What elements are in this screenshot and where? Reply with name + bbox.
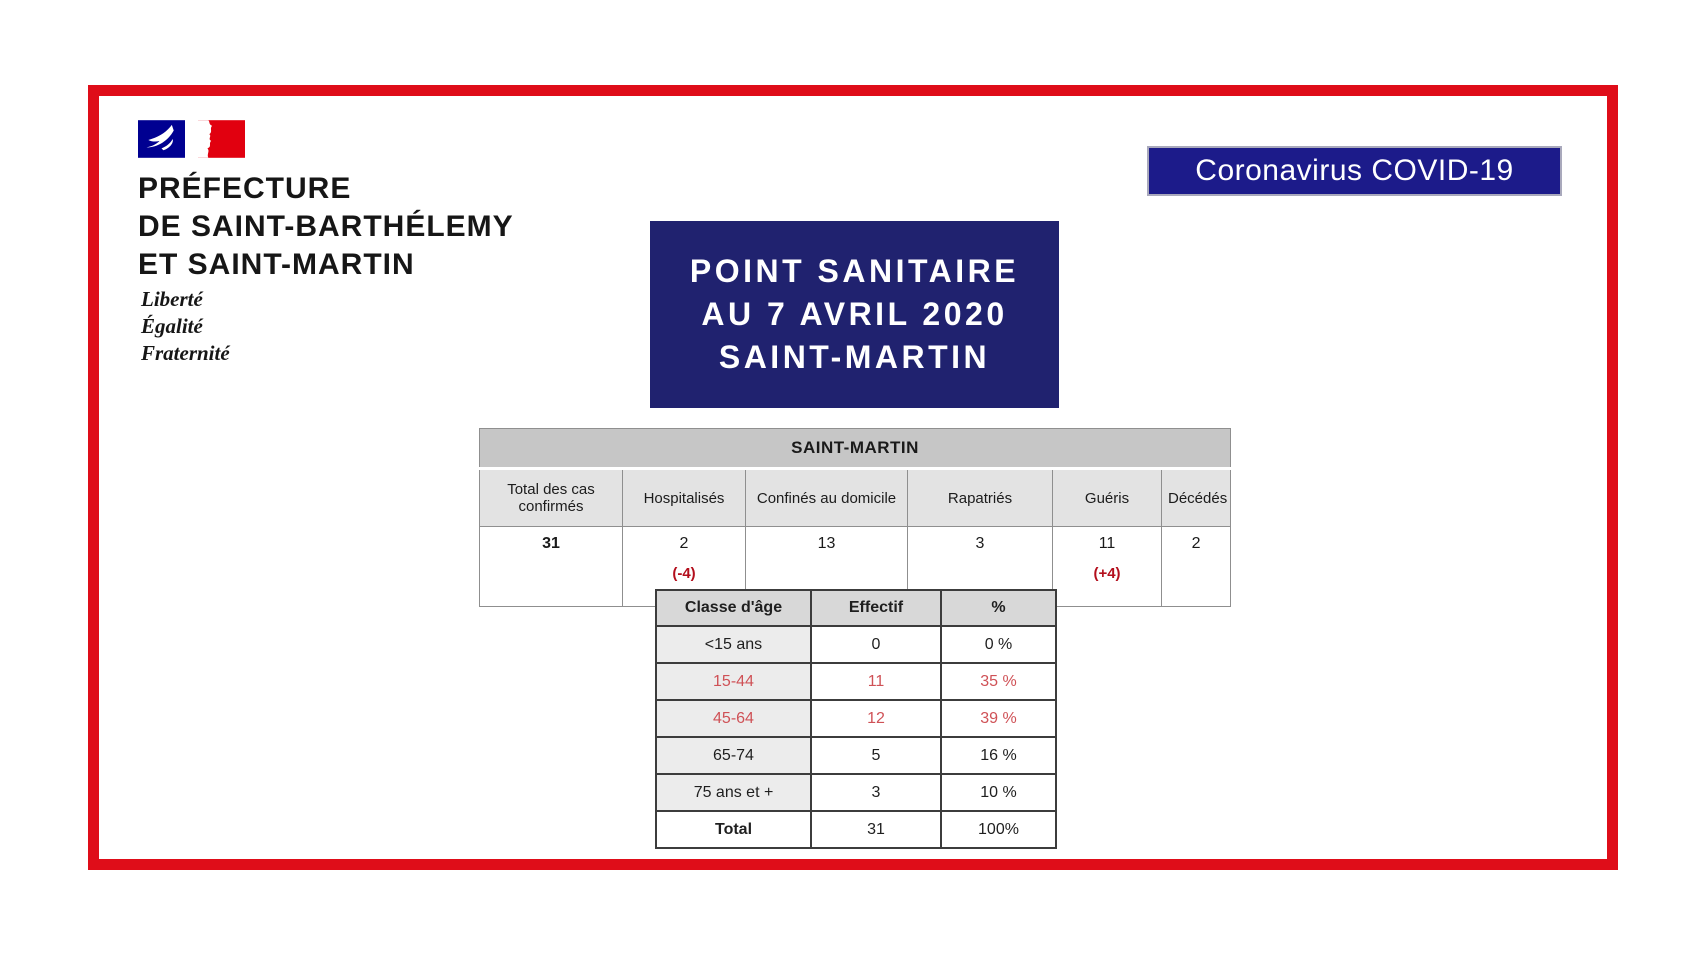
title-line: POINT SANITAIRE — [689, 253, 1020, 289]
column-header: Hospitalisés — [622, 468, 746, 527]
age-count: 31 — [810, 810, 942, 849]
summary-table-header-row: Total des cas confirmés Hospitalisés Con… — [479, 468, 1232, 527]
age-label: 45-64 — [655, 699, 812, 738]
delta — [909, 565, 1051, 583]
age-label: 75 ans et + — [655, 773, 812, 812]
summary-table-title: SAINT-MARTIN — [478, 428, 1232, 470]
marianne-red-flag-icon — [198, 120, 245, 158]
column-header: Guéris — [1052, 468, 1162, 527]
column-header: Rapatriés — [907, 468, 1053, 527]
value: 13 — [817, 535, 836, 552]
column-header: Confinés au domicile — [745, 468, 908, 527]
prefecture-name: PRÉFECTURE DE SAINT-BARTHÉLEMY ET SAINT-… — [138, 170, 514, 284]
age-percent: 10 % — [940, 773, 1057, 812]
age-percent: 39 % — [940, 699, 1057, 738]
age-percent: 35 % — [940, 662, 1057, 701]
age-row: <15 ans 0 0 % — [655, 625, 1057, 664]
value: 2 — [1191, 535, 1201, 552]
column-header: Total des cas confirmés — [479, 468, 623, 527]
covid-banner-label: Coronavirus COVID-19 — [1195, 154, 1514, 187]
republique-logo — [138, 120, 245, 158]
delta: (-4) — [672, 565, 696, 582]
age-row: 75 ans et + 3 10 % — [655, 773, 1057, 812]
delta — [481, 565, 621, 583]
value: 31 — [542, 535, 560, 552]
age-label: 65-74 — [655, 736, 812, 775]
motto-line: Égalité — [141, 314, 203, 338]
age-label: Total — [655, 810, 812, 849]
age-row: 45-64 12 39 % — [655, 699, 1057, 738]
age-total-row: Total 31 100% — [655, 810, 1057, 849]
column-header: Décédés — [1160, 468, 1232, 527]
delta — [1163, 565, 1229, 583]
age-count: 3 — [810, 773, 942, 812]
cell-decedes: 2 — [1160, 526, 1232, 607]
prefecture-name-line: DE SAINT-BARTHÉLEMY — [138, 210, 514, 243]
age-label: <15 ans — [655, 625, 812, 664]
prefecture-name-line: ET SAINT-MARTIN — [138, 248, 415, 281]
prefecture-name-line: PRÉFECTURE — [138, 172, 352, 205]
value: 2 — [679, 535, 689, 552]
title-box: POINT SANITAIRE AU 7 AVRIL 2020 SAINT-MA… — [650, 221, 1059, 408]
delta — [747, 565, 906, 583]
value: 3 — [975, 535, 985, 552]
cell-total-confirmes: 31 — [479, 526, 623, 607]
title-line: AU 7 AVRIL 2020 — [701, 296, 1008, 332]
page-border — [88, 85, 1618, 870]
value: 11 — [1098, 535, 1116, 552]
age-percent: 0 % — [940, 625, 1057, 664]
column-header: % — [940, 589, 1057, 627]
title-line: SAINT-MARTIN — [718, 339, 991, 375]
age-count: 12 — [810, 699, 942, 738]
age-percent: 16 % — [940, 736, 1057, 775]
marianne-blue-flag-icon — [138, 120, 185, 158]
summary-table: SAINT-MARTIN Total des cas confirmés Hos… — [478, 428, 1232, 607]
age-table-header-row: Classe d'âge Effectif % — [655, 589, 1057, 627]
column-header: Effectif — [810, 589, 942, 627]
cell-gueris: 11 (+4) — [1052, 526, 1162, 607]
column-header: Classe d'âge — [655, 589, 812, 627]
age-percent: 100% — [940, 810, 1057, 849]
age-count: 5 — [810, 736, 942, 775]
covid-banner: Coronavirus COVID-19 — [1147, 146, 1562, 196]
age-row: 15-44 11 35 % — [655, 662, 1057, 701]
delta: (+4) — [1093, 565, 1121, 582]
age-label: 15-44 — [655, 662, 812, 701]
motto-line: Liberté — [141, 287, 203, 311]
age-row: 65-74 5 16 % — [655, 736, 1057, 775]
motto-line: Fraternité — [141, 341, 230, 365]
age-count: 11 — [810, 662, 942, 701]
age-table: Classe d'âge Effectif % <15 ans 0 0 % 15… — [655, 589, 1057, 849]
age-count: 0 — [810, 625, 942, 664]
republique-motto: Liberté Égalité Fraternité — [141, 286, 230, 367]
